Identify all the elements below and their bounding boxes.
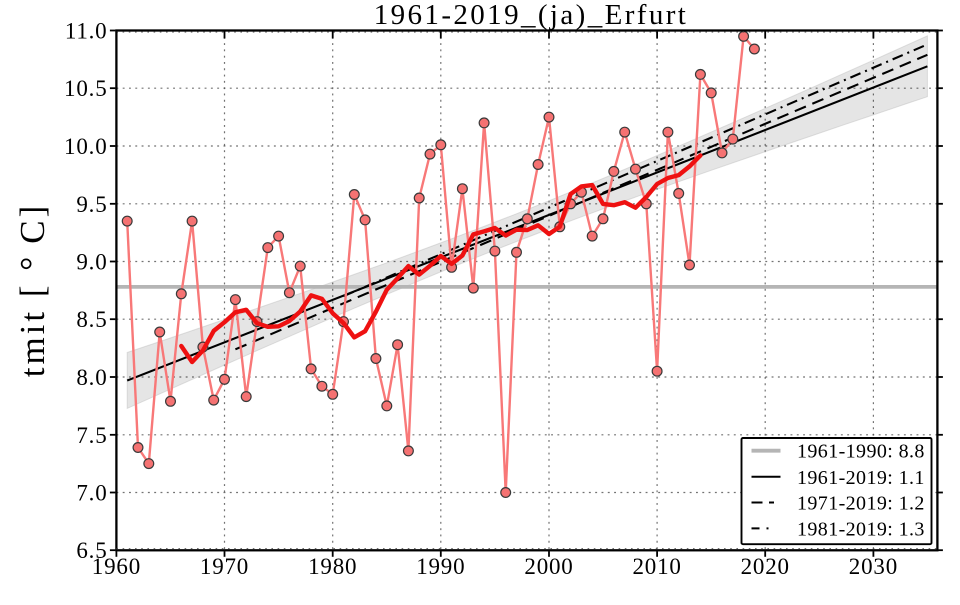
svg-text:2010: 2010 [632, 554, 681, 579]
svg-text:2000: 2000 [524, 554, 573, 579]
svg-text:1961-2019_(ja)_Erfurt: 1961-2019_(ja)_Erfurt [374, 0, 689, 31]
svg-text:1981-2019: 1.3: 1981-2019: 1.3 [797, 518, 925, 540]
svg-text:1960: 1960 [92, 554, 141, 579]
svg-text:1961-1990: 8.8: 1961-1990: 8.8 [797, 441, 925, 463]
svg-text:7.0: 7.0 [76, 481, 107, 506]
svg-text:9.5: 9.5 [76, 192, 107, 217]
svg-text:1990: 1990 [416, 554, 465, 579]
svg-text:9.0: 9.0 [76, 250, 107, 275]
svg-text:10.5: 10.5 [64, 76, 107, 101]
svg-text:1961-2019: 1.1: 1961-2019: 1.1 [797, 467, 925, 489]
svg-text:1970: 1970 [200, 554, 249, 579]
svg-text:2030: 2030 [849, 554, 898, 579]
svg-text:1971-2019: 1.2: 1971-2019: 1.2 [797, 493, 925, 515]
svg-text:8.5: 8.5 [76, 307, 107, 332]
svg-text:11.0: 11.0 [65, 19, 108, 44]
svg-text:tmit [ ° C]: tmit [ ° C] [13, 203, 52, 378]
svg-text:7.5: 7.5 [76, 423, 107, 448]
svg-text:10.0: 10.0 [64, 134, 107, 159]
svg-text:6.5: 6.5 [76, 538, 107, 563]
svg-text:2020: 2020 [741, 554, 790, 579]
svg-text:1980: 1980 [308, 554, 357, 579]
svg-text:8.0: 8.0 [76, 365, 107, 390]
